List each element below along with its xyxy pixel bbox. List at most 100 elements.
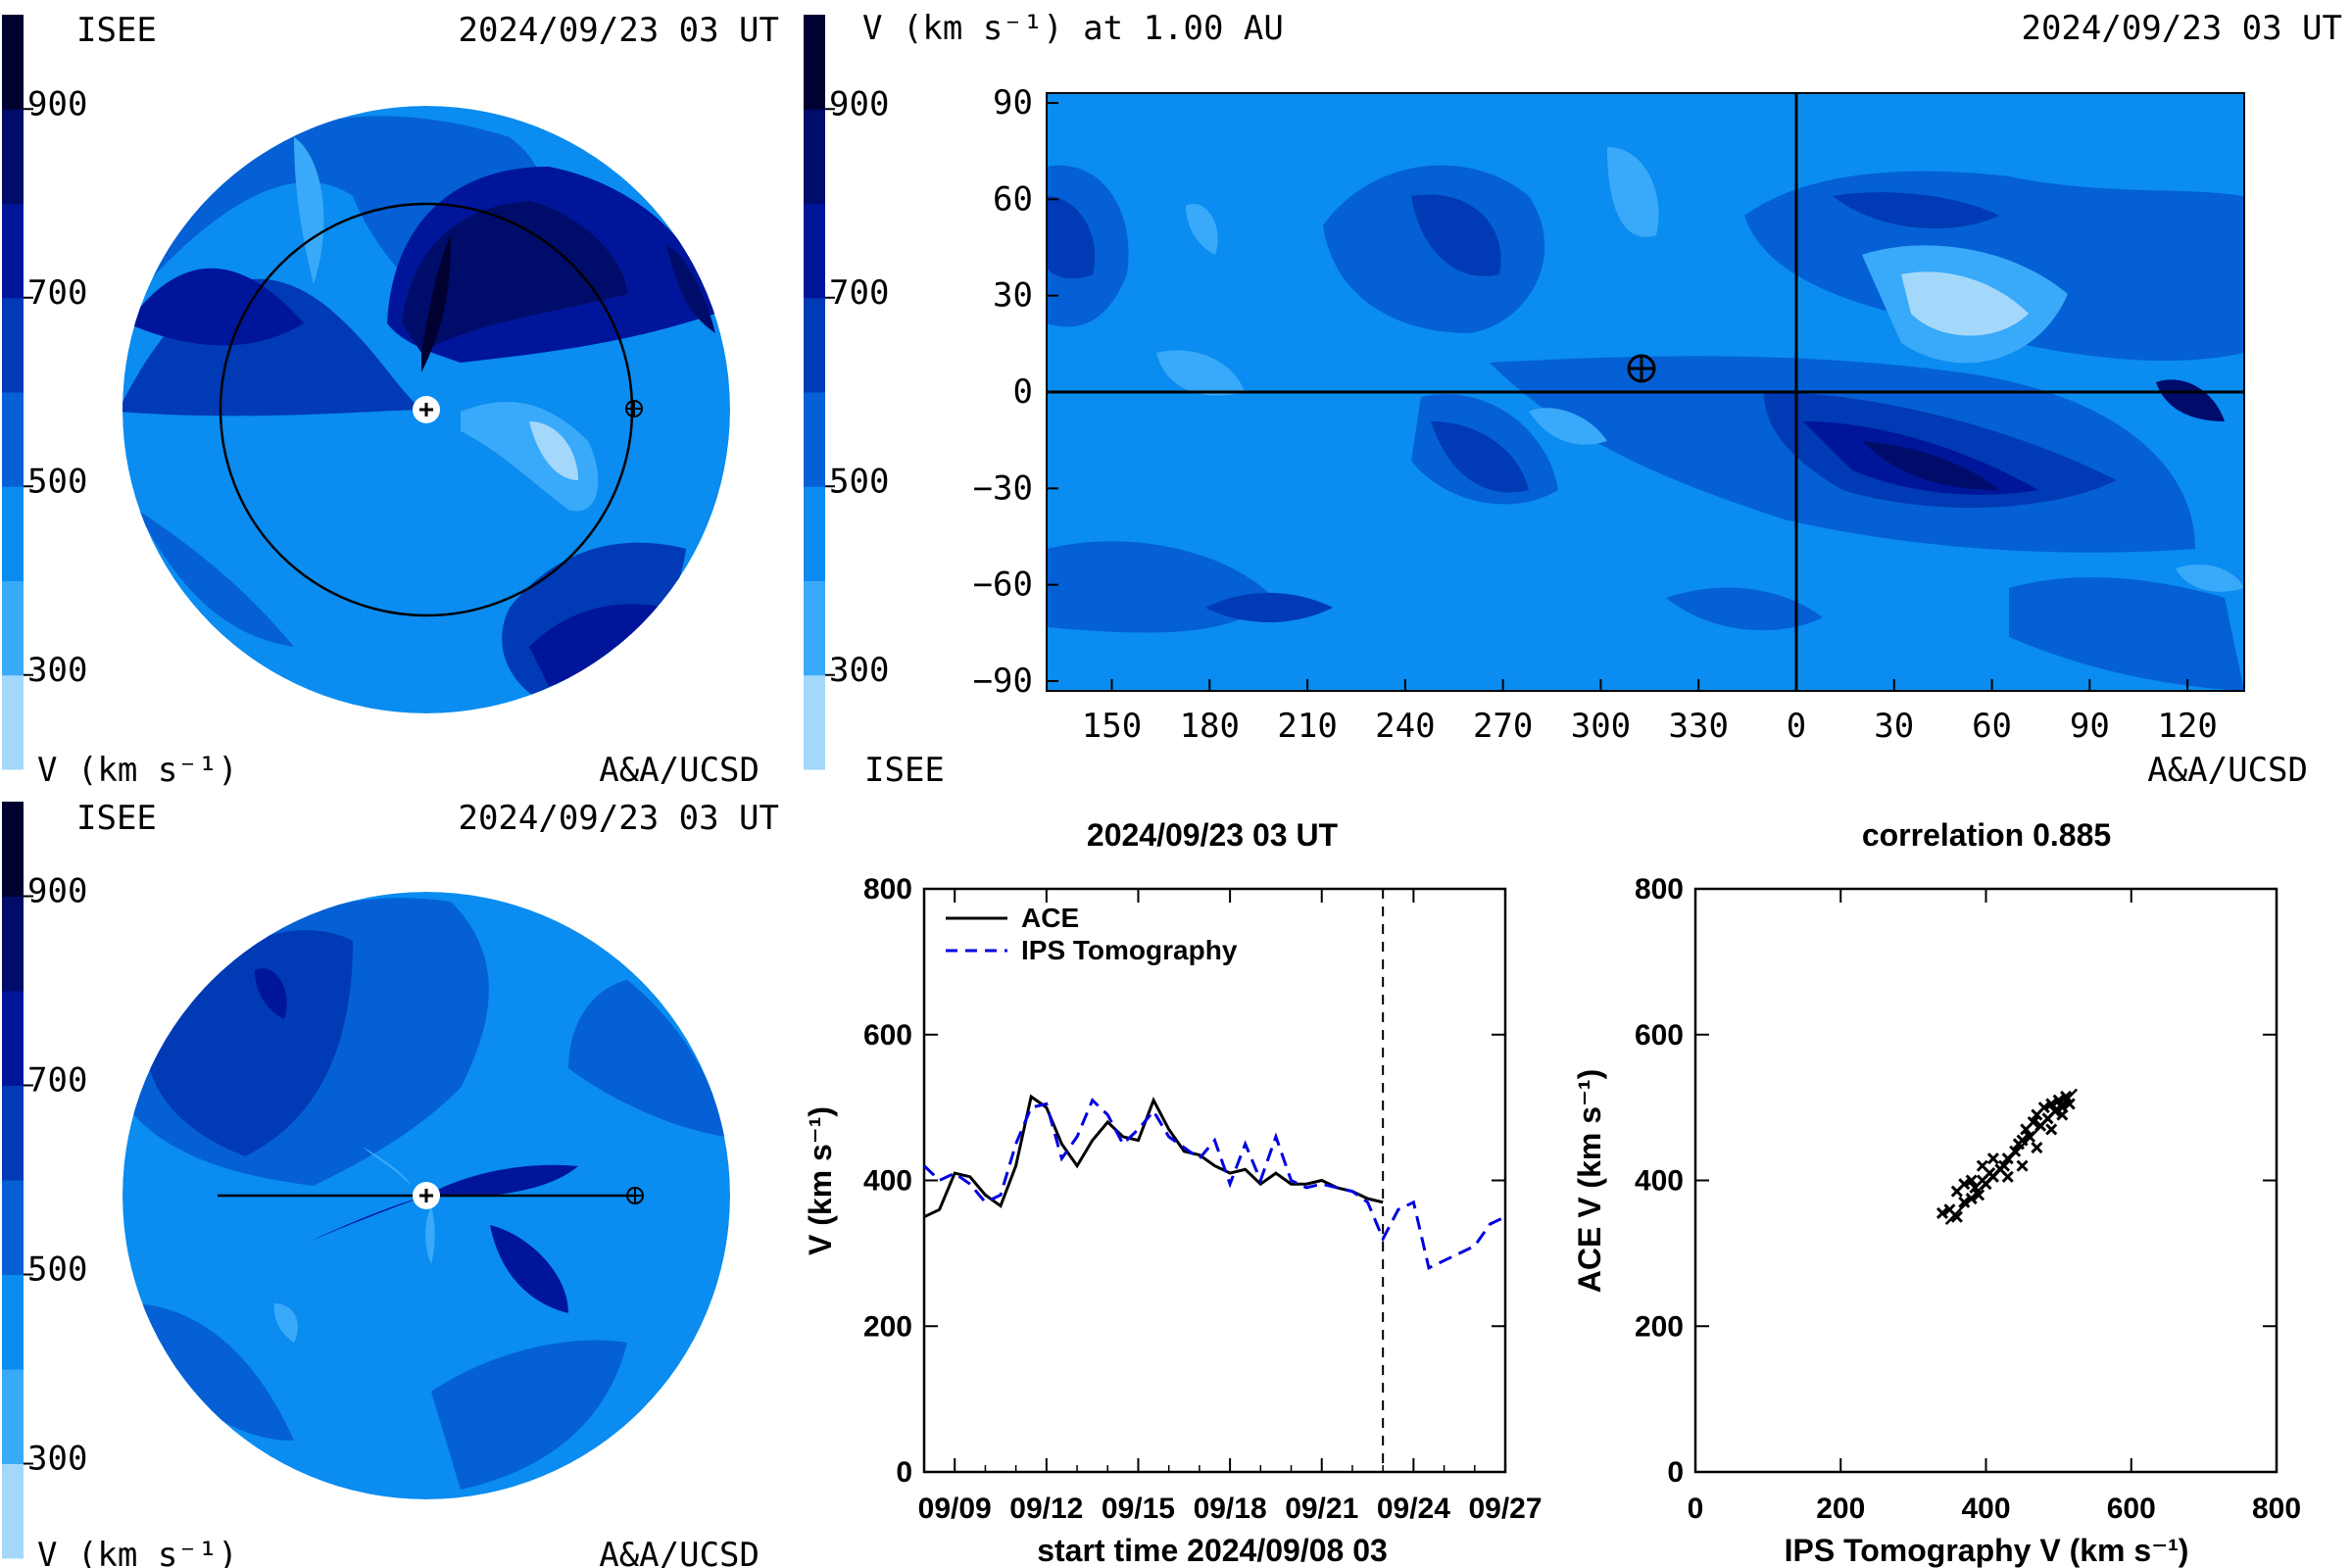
colorbar-band xyxy=(804,674,825,770)
colorbar-band xyxy=(2,109,24,204)
colorbar-tick-label: 700 xyxy=(829,273,889,313)
y-tick-label: 0 xyxy=(896,1456,912,1489)
panel-footer-left: V (km s⁻¹) xyxy=(37,751,238,790)
y-tick-label: −90 xyxy=(973,662,1033,701)
panel-header-right: 2024/09/23 03 UT xyxy=(2021,9,2342,48)
panel-footer-left: V (km s⁻¹) xyxy=(37,1536,238,1568)
scatter-point xyxy=(2016,1159,2029,1172)
sun-plus-icon xyxy=(419,1189,433,1202)
panel-footer-right: A&A/UCSD xyxy=(599,1536,760,1568)
x-tick-label: 150 xyxy=(1082,707,1142,746)
panel-footer-right: A&A/UCSD xyxy=(599,751,760,790)
synoptic-map-panel: V (km s⁻¹) at 1.00 AU 2024/09/23 03 UT xyxy=(862,9,2342,790)
chart-title: 2024/09/23 03 UT xyxy=(1087,817,1339,853)
scatter-point xyxy=(1958,1196,1971,1208)
equatorial-disk-panel: ISEE 2024/09/23 03 UT V (km s⁻¹) A&A xyxy=(37,11,779,790)
panel-footer-left: ISEE xyxy=(864,751,945,790)
panel-header-left: ISEE xyxy=(76,799,157,838)
x-tick-label: 0 xyxy=(1688,1493,1704,1525)
series-line-ips-tomography xyxy=(922,1098,1506,1270)
meridional-disk-panel: ISEE 2024/09/23 03 UT V (km s⁻¹) A&A/UCS… xyxy=(37,799,779,1568)
earth-marker-icon xyxy=(1627,354,1656,383)
panel-header-right: 2024/09/23 03 UT xyxy=(458,799,779,838)
earth-marker-icon xyxy=(625,400,643,417)
colorbar-band xyxy=(2,674,24,770)
scatter-chart: correlation 0.885 0 200 400 600 800 0 200 400 60… xyxy=(1572,817,2301,1568)
x-tick-label: 240 xyxy=(1375,707,1435,746)
scatter-point xyxy=(1976,1159,1988,1172)
scatter-point xyxy=(1973,1189,1985,1201)
x-tick-label: 210 xyxy=(1277,707,1337,746)
x-tick-label: 0 xyxy=(1787,707,1806,746)
colorbar-tick-label: 300 xyxy=(27,651,87,690)
fit-line xyxy=(1944,1088,2079,1225)
colorbar-band xyxy=(804,392,825,487)
y-tick-label: 0 xyxy=(1667,1456,1684,1489)
colorbar-band xyxy=(804,580,825,676)
y-tick-label: 200 xyxy=(863,1310,912,1343)
y-tick-label: 200 xyxy=(1635,1310,1684,1343)
earth-marker-icon xyxy=(626,1187,644,1204)
y-tick-label: −60 xyxy=(973,565,1033,605)
y-axis-label: V (km s⁻¹) xyxy=(803,1106,838,1255)
colorbar-band xyxy=(2,1274,24,1370)
x-tick-label: 330 xyxy=(1669,707,1729,746)
colorbar-band xyxy=(2,1369,24,1464)
colorbar-band xyxy=(2,896,24,992)
colorbar-band xyxy=(2,297,24,393)
y-tick-label: 60 xyxy=(993,179,1033,219)
colorbar-band xyxy=(2,580,24,676)
x-tick-label: 270 xyxy=(1473,707,1533,746)
scatter-point xyxy=(2045,1123,2058,1136)
legend-label-ace: ACE xyxy=(1021,903,1079,933)
scatter-point xyxy=(1936,1206,1949,1220)
colorbar-meridional: 900 700 500 300 xyxy=(2,802,87,1559)
sun-plus-icon xyxy=(419,403,433,416)
colorbar-tick-label: 500 xyxy=(27,1250,87,1290)
legend-label-ips: IPS Tomography xyxy=(1021,935,1238,965)
colorbar-tick-label: 900 xyxy=(27,872,87,911)
series-line-ace xyxy=(923,1094,1384,1219)
colorbar-synoptic: 900 700 500 300 xyxy=(804,15,889,770)
time-series-chart: 2024/09/23 03 UT 0 200 400 600 800 09/09 09/12… xyxy=(803,817,1543,1568)
scatter-point xyxy=(2001,1170,2014,1183)
colorbar-band xyxy=(2,1180,24,1275)
x-tick-label: 600 xyxy=(2107,1493,2156,1525)
chart-title: correlation 0.885 xyxy=(1862,817,2111,853)
y-tick-label: −30 xyxy=(973,468,1033,508)
colorbar-tick-label: 700 xyxy=(27,1061,87,1101)
x-axis-label: start time 2024/09/08 03 xyxy=(1037,1533,1388,1568)
y-tick-label: 400 xyxy=(1635,1165,1684,1198)
y-axis-label: ACE V (km s⁻¹) xyxy=(1572,1069,1607,1293)
y-tick-label: 800 xyxy=(1635,873,1684,906)
y-tick-label: 90 xyxy=(993,83,1033,122)
colorbar-tick-label: 900 xyxy=(27,84,87,123)
colorbar-band xyxy=(804,486,825,581)
colorbar-band xyxy=(2,802,24,897)
colorbar-band xyxy=(2,392,24,487)
scatter-points xyxy=(1936,1090,2076,1223)
y-tick-label: 0 xyxy=(1013,372,1033,412)
x-tick-label: 09/21 xyxy=(1285,1493,1358,1525)
colorbar-band xyxy=(804,109,825,204)
scatter-point xyxy=(1986,1152,1999,1165)
y-tick-label: 400 xyxy=(863,1165,912,1198)
x-tick-label: 30 xyxy=(1874,707,1914,746)
x-tick-label: 400 xyxy=(1961,1493,2010,1525)
y-tick-label: 600 xyxy=(1635,1019,1684,1052)
scatter-point xyxy=(2031,1141,2043,1154)
colorbar-band xyxy=(804,297,825,393)
colorbar-tick-label: 700 xyxy=(27,273,87,313)
colorbar-band xyxy=(804,203,825,299)
colorbar-band xyxy=(2,1463,24,1559)
x-tick-label: 09/27 xyxy=(1468,1493,1542,1525)
colorbar-equatorial: 900 700 500 300 xyxy=(2,15,87,770)
scatter-point xyxy=(2027,1115,2039,1129)
colorbar-band xyxy=(804,15,825,110)
y-tick-label: 600 xyxy=(863,1019,912,1052)
x-tick-label: 180 xyxy=(1180,707,1240,746)
colorbar-band xyxy=(2,991,24,1086)
y-tick-label: 30 xyxy=(993,276,1033,316)
colorbar-band xyxy=(2,203,24,299)
scatter-point xyxy=(2056,1108,2069,1121)
